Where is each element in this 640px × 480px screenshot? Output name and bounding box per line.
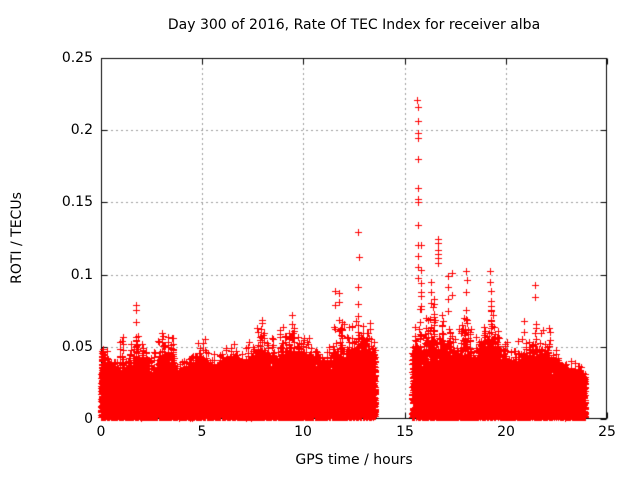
x-axis-label: GPS time / hours [295,452,413,468]
y-tick-label: 0 [84,411,93,427]
x-tick-label: 0 [96,424,106,440]
y-tick-label: 0.05 [61,339,93,355]
x-tick-label: 20 [497,424,515,440]
y-tick-label: 0.1 [70,267,93,283]
y-tick-label: 0.15 [61,194,93,210]
y-axis-label: ROTI / TECUs [9,192,25,284]
y-tick-label: 0.2 [70,122,93,138]
x-tick-label: 10 [294,424,312,440]
y-tick-label: 0.25 [61,50,93,66]
x-tick-label: 25 [598,424,616,440]
x-tick-label: 15 [396,424,414,440]
chart-title: Day 300 of 2016, Rate Of TEC Index for r… [167,17,541,33]
x-tick-label: 5 [197,424,207,440]
